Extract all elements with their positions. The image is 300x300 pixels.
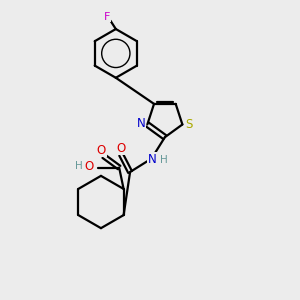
Text: F: F <box>104 11 111 22</box>
Text: O: O <box>116 142 125 155</box>
Text: H: H <box>75 161 82 171</box>
Text: N: N <box>148 153 157 166</box>
Text: O: O <box>85 160 94 173</box>
Text: N: N <box>136 116 145 130</box>
Text: H: H <box>160 154 168 164</box>
Text: O: O <box>97 144 106 157</box>
Text: S: S <box>185 118 193 131</box>
